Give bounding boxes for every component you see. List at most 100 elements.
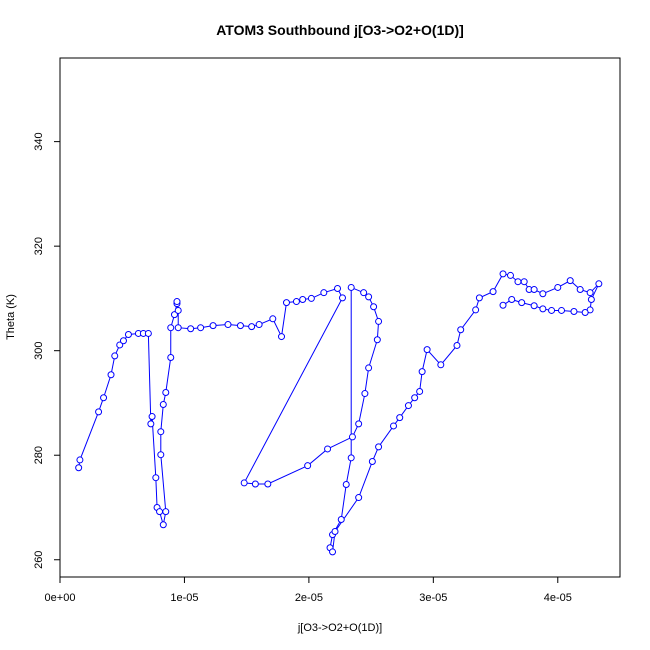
point	[159, 401, 167, 409]
point	[355, 420, 363, 428]
x-tick-label: 3e-05	[419, 592, 447, 604]
point	[437, 361, 445, 369]
point	[453, 341, 461, 349]
point	[76, 456, 84, 464]
point	[360, 289, 368, 297]
point	[338, 294, 346, 302]
point	[518, 299, 526, 307]
y-tick-label: 260	[33, 551, 45, 569]
point	[475, 294, 483, 302]
point	[119, 337, 127, 345]
point	[342, 480, 350, 488]
point	[396, 414, 404, 422]
chart-title: ATOM3 Southbound j[O3->O2+O(1D)]	[216, 22, 464, 38]
point	[307, 294, 315, 302]
plot-frame	[59, 57, 621, 578]
point	[404, 402, 412, 410]
point	[173, 298, 181, 306]
x-tick-label: 2e-05	[295, 592, 323, 604]
point	[159, 521, 167, 529]
point	[489, 288, 497, 296]
point	[167, 353, 175, 361]
point	[278, 333, 286, 341]
point	[418, 368, 426, 376]
point	[375, 443, 383, 451]
point	[174, 324, 182, 332]
point	[264, 480, 272, 488]
point	[370, 303, 378, 311]
x-axis-label: j[O3->O2+O(1D)]	[297, 622, 382, 634]
point	[147, 420, 155, 428]
point	[240, 479, 248, 487]
point	[292, 298, 300, 306]
point	[124, 330, 132, 338]
point	[570, 307, 578, 315]
point	[416, 387, 424, 395]
point	[167, 324, 175, 332]
point	[282, 299, 290, 307]
point	[530, 286, 538, 294]
point	[411, 394, 419, 402]
point	[148, 413, 156, 421]
point	[197, 324, 205, 332]
y-tick-label: 320	[33, 237, 45, 255]
point	[248, 323, 256, 331]
point	[224, 321, 232, 329]
point	[329, 548, 337, 556]
point	[581, 309, 589, 317]
point	[457, 326, 465, 334]
point	[299, 295, 307, 303]
point	[347, 283, 355, 291]
point	[554, 283, 562, 291]
point	[157, 451, 165, 459]
point	[390, 422, 398, 430]
point	[368, 457, 376, 465]
point	[144, 329, 152, 337]
point	[251, 480, 259, 488]
point	[209, 322, 217, 330]
point	[586, 289, 594, 297]
point	[236, 322, 244, 330]
point	[365, 364, 373, 372]
point	[157, 428, 165, 436]
point	[320, 289, 328, 297]
point	[187, 325, 195, 333]
point	[174, 306, 182, 314]
point	[508, 295, 516, 303]
point	[75, 464, 83, 472]
x-tick-label: 0e+00	[45, 592, 76, 604]
point	[107, 371, 115, 379]
point	[566, 277, 574, 285]
point	[499, 301, 507, 309]
y-tick-label: 340	[33, 132, 45, 150]
point	[576, 286, 584, 294]
point	[558, 306, 566, 314]
point	[587, 295, 595, 303]
point	[530, 302, 538, 310]
point	[365, 293, 373, 301]
point	[304, 462, 312, 470]
y-axis-label: Theta (K)	[5, 294, 17, 340]
point	[337, 516, 345, 524]
point	[355, 494, 363, 502]
point	[162, 508, 170, 516]
y-tick-label: 280	[33, 446, 45, 464]
y-tick-label: 300	[33, 342, 45, 360]
point	[348, 433, 356, 441]
point	[499, 270, 507, 278]
point	[162, 389, 170, 397]
point	[539, 305, 547, 313]
point	[539, 290, 547, 298]
x-tick-label: 4e-05	[544, 592, 572, 604]
point	[595, 280, 603, 288]
point	[361, 390, 369, 398]
point	[255, 321, 263, 329]
point	[269, 315, 277, 323]
point	[520, 278, 528, 286]
point	[347, 454, 355, 462]
point	[373, 336, 381, 344]
point	[375, 317, 383, 325]
point	[324, 445, 332, 453]
point	[111, 352, 119, 360]
